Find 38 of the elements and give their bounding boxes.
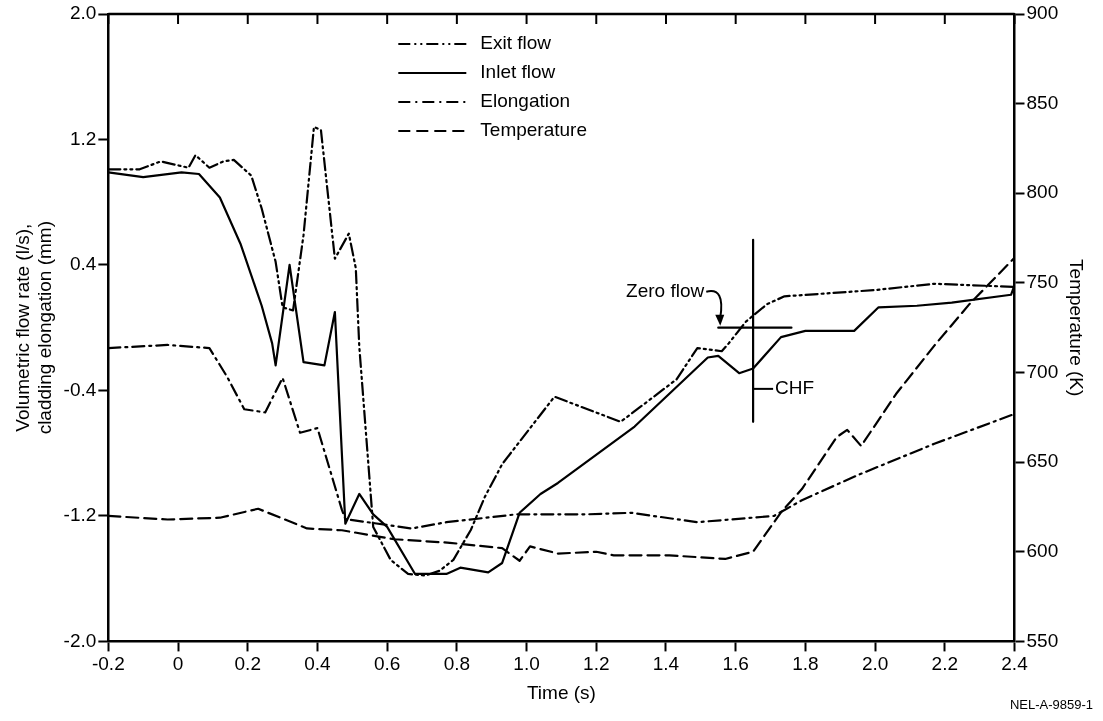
y2-tick-label: 750 [1026, 271, 1059, 293]
x-axis-title: Time (s) [526, 681, 596, 703]
y-tick-label: -2.0 [63, 629, 97, 651]
x-tick-label: 0.6 [373, 653, 401, 675]
legend-label: Inlet flow [480, 61, 556, 83]
y2-tick-label: 850 [1026, 91, 1059, 113]
annotation: Zero flow [626, 279, 705, 301]
text: NEL-A-9859-1 [1009, 697, 1093, 712]
legend-label: Temperature [480, 119, 587, 141]
y2-tick-label: 600 [1026, 540, 1059, 562]
y2-axis-title: Temperature (K) [1066, 259, 1088, 397]
y-axis-title: Volumetric flow rate (l/s), cladding elongation (mm) [11, 221, 56, 435]
y-tick-label: -0.4 [63, 378, 97, 400]
x-tick-label: 0.8 [443, 653, 471, 675]
y2-tick-label: 800 [1026, 181, 1059, 203]
y-tick-label: -1.2 [63, 504, 97, 526]
y-tick-label: 1.2 [69, 127, 97, 149]
legend-label: Exit flow [480, 32, 552, 54]
x-tick-label: 2.2 [931, 653, 959, 675]
x-tick-label: 1.4 [652, 653, 680, 675]
y2-tick-label: 700 [1026, 360, 1059, 382]
y-tick-label: 0.4 [69, 253, 97, 275]
x-tick-label: 2.0 [861, 653, 889, 675]
x-tick-label: 1.0 [513, 653, 540, 675]
x-tick-label: 1.8 [792, 653, 819, 675]
x-tick-label: 0.2 [234, 653, 261, 675]
x-tick-label: 0.4 [304, 653, 332, 675]
y2-tick-label: 550 [1026, 629, 1059, 651]
legend-label: Elongation [480, 90, 571, 112]
x-tick-label: -0.2 [91, 653, 125, 675]
x-tick-label: 1.2 [583, 653, 610, 675]
x-tick-label: 2.4 [1001, 653, 1029, 675]
x-tick-label: 1.6 [722, 653, 749, 675]
y2-tick-label: 900 [1026, 2, 1059, 24]
y-tick-label: 2.0 [69, 2, 97, 24]
annotation: CHF [775, 377, 815, 399]
x-tick-label: 0 [172, 653, 184, 675]
y2-tick-label: 650 [1026, 450, 1059, 472]
